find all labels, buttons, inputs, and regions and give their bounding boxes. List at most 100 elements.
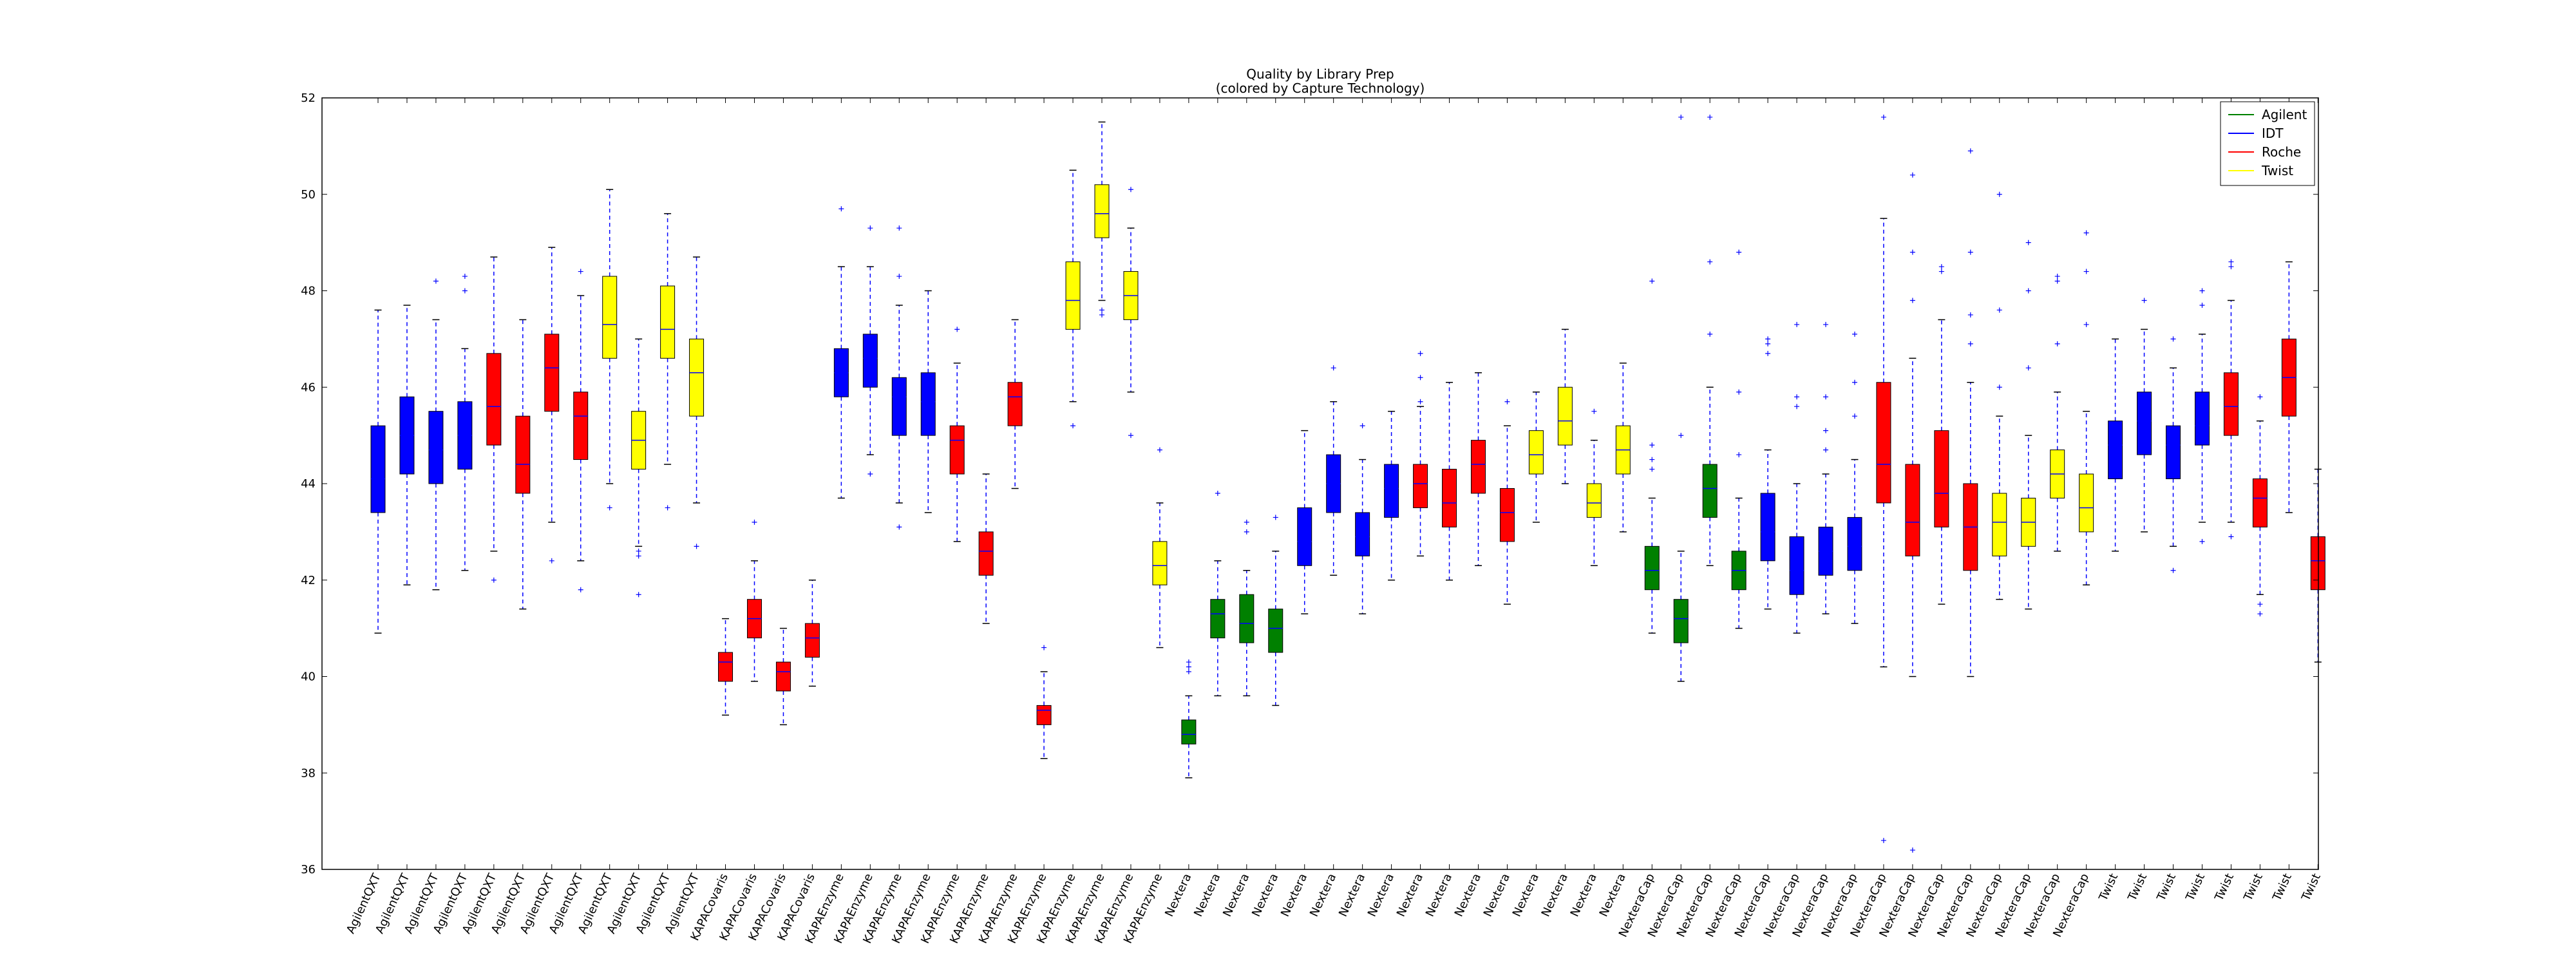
- box-16: [804, 580, 820, 687]
- outlier-point: [1909, 848, 1915, 853]
- box-body: [1384, 464, 1399, 518]
- outlier-point: [1417, 399, 1423, 404]
- outlier-point: [549, 558, 554, 564]
- y-tick-label: 40: [301, 670, 316, 684]
- outlier-point: [1765, 336, 1771, 342]
- box-body: [1673, 599, 1689, 643]
- outlier-point: [2083, 269, 2089, 274]
- box-35: [1355, 423, 1370, 614]
- outlier-point: [665, 505, 670, 511]
- outlier-point: [2257, 611, 2263, 617]
- legend-label-agilent: Agilent: [2262, 107, 2307, 122]
- outlier-point: [491, 577, 497, 583]
- outlier-point: [1823, 447, 1828, 453]
- box-21: [949, 327, 965, 542]
- outlier-point: [636, 553, 641, 559]
- box-61: [2108, 338, 2123, 552]
- outlier-point: [636, 592, 641, 598]
- box-54: [1905, 172, 1920, 853]
- box-47: [1702, 114, 1718, 567]
- box-37: [1413, 350, 1428, 557]
- box-13: [718, 618, 734, 716]
- outlier-point: [1996, 191, 2002, 197]
- plot-area: [370, 114, 2325, 853]
- outlier-point: [1909, 298, 1915, 303]
- box-59: [2050, 274, 2065, 552]
- outlier-point: [2025, 288, 2031, 294]
- outlier-point: [1736, 249, 1742, 255]
- outlier-point: [2257, 394, 2263, 400]
- outlier-point: [1707, 259, 1713, 265]
- legend-label-twist: Twist: [2261, 163, 2293, 178]
- box-49: [1760, 336, 1776, 610]
- outlier-point: [1909, 249, 1915, 255]
- outlier-point: [1852, 331, 1857, 337]
- box-body: [718, 652, 734, 682]
- box-body: [862, 334, 878, 388]
- outlier-point: [433, 278, 439, 284]
- box-67: [2281, 261, 2297, 513]
- box-body: [1760, 493, 1776, 562]
- outlier-point: [1909, 172, 1915, 178]
- outlier-point: [1244, 529, 1249, 535]
- outlier-point: [578, 269, 583, 274]
- box-body: [1007, 382, 1023, 426]
- outlier-point: [1215, 490, 1220, 496]
- outlier-point: [752, 519, 757, 525]
- box-body: [1847, 516, 1862, 571]
- outlier-point: [1823, 321, 1828, 327]
- outlier-point: [1099, 312, 1104, 317]
- outlier-point: [2228, 264, 2234, 270]
- box-48: [1731, 249, 1747, 629]
- outlier-point: [1649, 278, 1655, 284]
- box-19: [891, 225, 907, 530]
- outlier-point: [2199, 288, 2205, 294]
- outlier-point: [1678, 114, 1684, 120]
- box-26: [1094, 121, 1110, 317]
- box-body: [2137, 392, 2152, 455]
- outlier-point: [1794, 321, 1800, 327]
- outlier-point: [1765, 350, 1771, 356]
- box-12: [689, 256, 705, 549]
- box-1: [370, 309, 386, 634]
- y-tick-label: 50: [301, 188, 316, 202]
- outlier-point: [954, 327, 960, 332]
- outlier-point: [2228, 259, 2234, 265]
- outlier-point: [1880, 114, 1886, 120]
- outlier-point: [1736, 452, 1742, 458]
- box-body: [370, 425, 386, 513]
- outlier-point: [1070, 423, 1076, 429]
- box-body: [1181, 719, 1197, 744]
- outlier-point: [1186, 659, 1191, 665]
- box-body: [660, 285, 676, 359]
- box-body: [1036, 705, 1052, 725]
- outlier-point: [607, 505, 612, 511]
- box-46: [1673, 114, 1689, 682]
- box-body: [1297, 507, 1312, 566]
- chart-title: Quality by Library Prep: [1246, 66, 1394, 82]
- box-62: [2137, 298, 2152, 533]
- box-17: [833, 206, 849, 499]
- box-body: [1413, 464, 1428, 508]
- outlier-point: [1880, 838, 1886, 844]
- outlier-point: [1186, 664, 1191, 670]
- outlier-point: [1504, 399, 1510, 404]
- box-body: [804, 623, 820, 658]
- box-60: [2079, 230, 2094, 585]
- box-body: [689, 338, 705, 417]
- outlier-point: [1938, 269, 1944, 274]
- box-body: [1876, 382, 1891, 504]
- outlier-point: [462, 288, 468, 294]
- outlier-point: [1649, 457, 1655, 462]
- box-9: [602, 189, 618, 511]
- box-body: [1934, 430, 1949, 527]
- box-body: [1789, 536, 1804, 595]
- outlier-point: [2141, 298, 2147, 303]
- outlier-point: [2199, 538, 2205, 544]
- outlier-point: [2170, 567, 2176, 573]
- y-tick-label: 42: [301, 574, 316, 587]
- box-body: [949, 425, 965, 475]
- outlier-point: [1273, 515, 1278, 520]
- plot-frame: [321, 97, 2319, 870]
